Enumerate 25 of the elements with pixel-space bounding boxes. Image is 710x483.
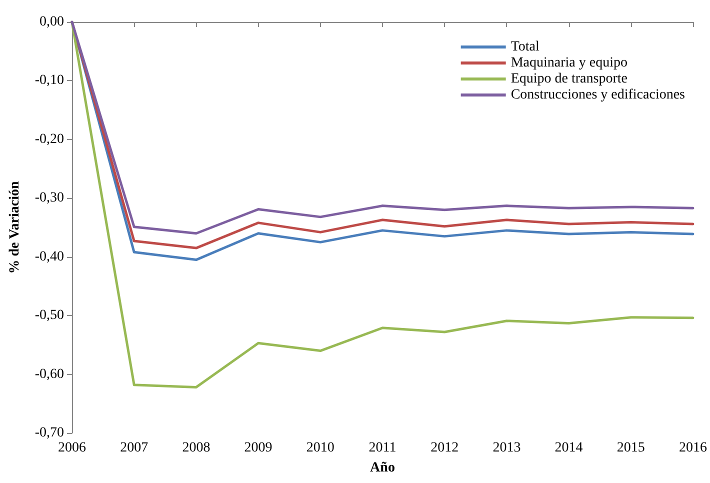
- y-tick-label: -0,70: [34, 426, 64, 440]
- x-tick-label: 2014: [554, 440, 583, 456]
- y-tick-label: -0,50: [34, 308, 64, 324]
- x-tick-label: 2015: [616, 440, 645, 456]
- x-tick-label: 2011: [368, 440, 396, 456]
- x-tick-label: 2008: [182, 440, 210, 456]
- x-tick-label: 2013: [492, 440, 521, 456]
- legend-label: Construcciones y edificaciones: [510, 88, 686, 102]
- x-tick-label: 2016: [679, 440, 707, 456]
- legend-label: Maquinaria y equipo: [510, 56, 628, 70]
- legend-label: Equipo de transporte: [510, 72, 628, 86]
- legend-label: Total: [510, 40, 540, 54]
- y-axis-title: % de Variación: [8, 181, 22, 274]
- y-tick-label: -0,30: [34, 190, 64, 206]
- x-tick-label: 2010: [306, 440, 334, 456]
- x-tick-label: 2006: [58, 440, 86, 456]
- x-tick-label: 2009: [244, 440, 272, 456]
- x-tick-label: 2012: [430, 440, 459, 456]
- x-axis-title: Año: [370, 460, 395, 476]
- y-tick-label: 0,00: [40, 14, 64, 30]
- y-tick-label: -0,60: [34, 366, 64, 382]
- y-tick-label: -0,10: [34, 73, 64, 88]
- x-tick-label: 2007: [120, 440, 148, 456]
- y-tick-label: -0,40: [34, 249, 64, 264]
- y-tick-label: -0,20: [34, 132, 64, 147]
